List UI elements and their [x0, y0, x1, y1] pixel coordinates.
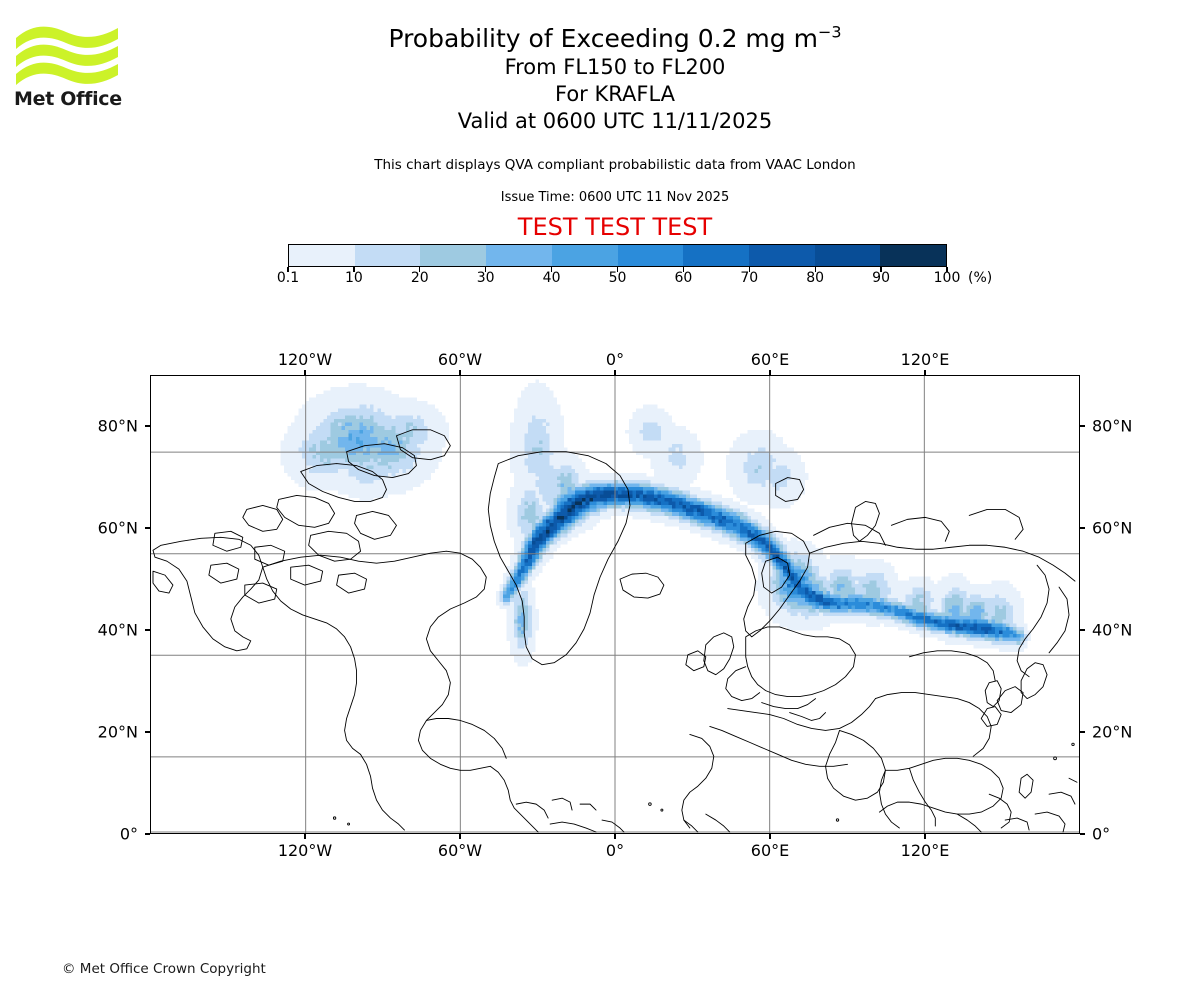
volcano-label: For KRAFLA — [555, 82, 675, 106]
lon-tick-3-top — [769, 370, 771, 375]
lon-label-120W-bot: 120°W — [277, 841, 333, 860]
lon-label-120E-bot: 120°E — [900, 841, 950, 860]
lon-tick-3-bot — [769, 834, 771, 839]
lat-tick-2-right — [1080, 629, 1085, 631]
chart-title-block: Probability of Exceeding 0.2 mg m−3 From… — [150, 24, 1080, 135]
colorbar-tick-labels: 0.1 10 20 30 40 50 60 70 80 90 100 — [277, 270, 961, 288]
ash-probability-layer — [280, 379, 1032, 667]
lat-label-60N-right: 60°N — [1092, 518, 1133, 538]
lon-tick-1-top — [459, 370, 461, 375]
colorbar-tick-4 — [550, 267, 553, 272]
colorbar-tick-label-40: 40 — [542, 270, 561, 286]
colorbar-band-2 — [420, 245, 487, 266]
colorbar-tick-0 — [287, 267, 289, 272]
colorbar-tick-label-90: 90 — [872, 270, 891, 286]
colorbar-tick-label-80: 80 — [806, 270, 825, 286]
lon-tick-4-top — [924, 370, 926, 375]
lat-label-60N-left: 60°N — [97, 518, 138, 538]
lon-label-0-top: 0° — [605, 350, 625, 369]
colorbar-tick-label-100: 100 — [933, 270, 961, 286]
colorbar-band-0 — [289, 245, 355, 266]
colorbar-tick-7 — [748, 267, 750, 272]
lat-tick-2-left — [145, 629, 150, 631]
lat-label-0-left: 0° — [119, 824, 138, 844]
colorbar-band-6 — [683, 245, 749, 266]
lon-tick-2-bot — [614, 834, 616, 839]
issue-time-label: Issue Time: 0600 UTC 11 Nov 2025 — [500, 190, 730, 205]
colorbar-bands — [288, 244, 947, 267]
lat-tick-4-left — [145, 833, 150, 835]
lat-tick-4-right — [1080, 833, 1085, 835]
copyright-label: © Met Office Crown Copyright — [62, 961, 266, 977]
lat-tick-3-left — [145, 731, 150, 733]
colorbar-tick-label-50: 50 — [608, 270, 627, 286]
lat-tick-1-left — [145, 527, 150, 529]
lat-label-80N-left: 80°N — [97, 416, 138, 436]
world-map-panel[interactable] — [150, 375, 1080, 834]
lat-tick-1-right — [1080, 527, 1085, 529]
colorbar-band-8 — [814, 245, 881, 266]
lat-label-40N-right: 40°N — [1092, 620, 1133, 640]
colorbar-tick-10 — [946, 267, 948, 272]
colorbar-tick-label-70: 70 — [740, 270, 759, 286]
colorbar-band-5 — [617, 245, 684, 266]
lon-label-0-bot: 0° — [605, 841, 625, 860]
colorbar-tick-8 — [814, 267, 816, 272]
colorbar-ticks — [287, 267, 948, 273]
lon-label-60E-top: 60°E — [750, 350, 790, 369]
probability-colorbar — [288, 244, 947, 267]
lat-label-0-right: 0° — [1092, 824, 1111, 844]
test-banner: TEST TEST TEST — [517, 213, 713, 241]
lon-label-60W-top: 60°W — [437, 350, 483, 369]
lat-tick-3-right — [1080, 731, 1085, 733]
colorbar-tick-label-10: 10 — [344, 270, 363, 286]
flight-level-label: From FL150 to FL200 — [504, 55, 726, 79]
title-exponent: −3 — [817, 22, 842, 42]
colorbar-band-7 — [748, 245, 815, 266]
lon-tick-0-bot — [304, 834, 306, 839]
logo-waves — [16, 26, 118, 85]
coastlines — [152, 429, 1078, 833]
colorbar-tick-9 — [880, 267, 882, 272]
page-title: Probability of Exceeding 0.2 mg m−3 — [150, 24, 1080, 54]
title-main-text: Probability of Exceeding 0.2 mg m — [388, 24, 818, 53]
lat-label-40N-left: 40°N — [97, 620, 138, 640]
map-gridlines — [151, 376, 1079, 833]
lon-label-120E-top: 120°E — [900, 350, 950, 369]
lat-tick-0-right — [1080, 425, 1085, 427]
colorbar-tick-label-20: 20 — [410, 270, 429, 286]
colorbar-band-4 — [551, 245, 618, 266]
lon-tick-1-bot — [459, 834, 461, 839]
lat-label-80N-right: 80°N — [1092, 416, 1133, 436]
colorbar-band-3 — [486, 245, 552, 266]
colorbar-tick-2 — [419, 267, 421, 272]
colorbar-tick-1 — [353, 267, 355, 272]
lon-label-60E-bot: 60°E — [750, 841, 790, 860]
lon-label-60W-bot: 60°W — [437, 841, 483, 860]
colorbar-tick-label-60: 60 — [674, 270, 693, 286]
valid-time-label: Valid at 0600 UTC 11/11/2025 — [457, 109, 773, 133]
lat-label-20N-right: 20°N — [1092, 722, 1133, 742]
colorbar-tick-label-30: 30 — [476, 270, 495, 286]
lon-tick-2-top — [614, 370, 616, 375]
map-canvas — [151, 376, 1079, 833]
colorbar-band-1 — [354, 245, 421, 266]
met-office-logo-text: Met Office — [14, 88, 122, 110]
qva-note: This chart displays QVA compliant probab… — [374, 157, 856, 173]
colorbar-unit-label: (%) — [968, 270, 993, 286]
met-office-logo — [14, 22, 124, 117]
colorbar-tick-label-0.1: 0.1 — [276, 270, 300, 286]
lon-tick-0-top — [304, 370, 306, 375]
colorbar-tick-5 — [616, 267, 619, 272]
colorbar-band-9 — [880, 245, 947, 266]
lat-label-20N-left: 20°N — [97, 722, 138, 742]
lat-tick-0-left — [145, 425, 150, 427]
colorbar-tick-6 — [682, 267, 685, 272]
lon-tick-4-bot — [924, 834, 926, 839]
colorbar-tick-3 — [485, 267, 487, 272]
lon-label-120W-top: 120°W — [277, 350, 333, 369]
